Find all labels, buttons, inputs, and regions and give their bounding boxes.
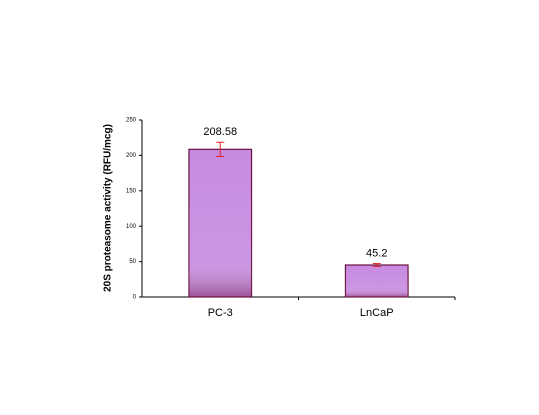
data-label: 208.58 xyxy=(203,126,237,138)
bar-shade xyxy=(345,264,409,297)
y-tick-label: 150 xyxy=(126,188,137,194)
y-tick-label: 100 xyxy=(126,224,137,230)
x-tick-label: LnCaP xyxy=(360,307,394,319)
bar-shade xyxy=(188,149,252,297)
y-tick-label: 200 xyxy=(126,153,137,159)
data-label: 45.2 xyxy=(366,247,387,259)
y-axis-label: 20S proteasome activity (RFU/mcg) xyxy=(103,124,114,292)
y-tick-label: 0 xyxy=(133,295,137,301)
x-tick-label: PC-3 xyxy=(208,307,233,319)
y-tick-label: 250 xyxy=(126,118,137,124)
y-tick-label: 50 xyxy=(129,259,136,265)
